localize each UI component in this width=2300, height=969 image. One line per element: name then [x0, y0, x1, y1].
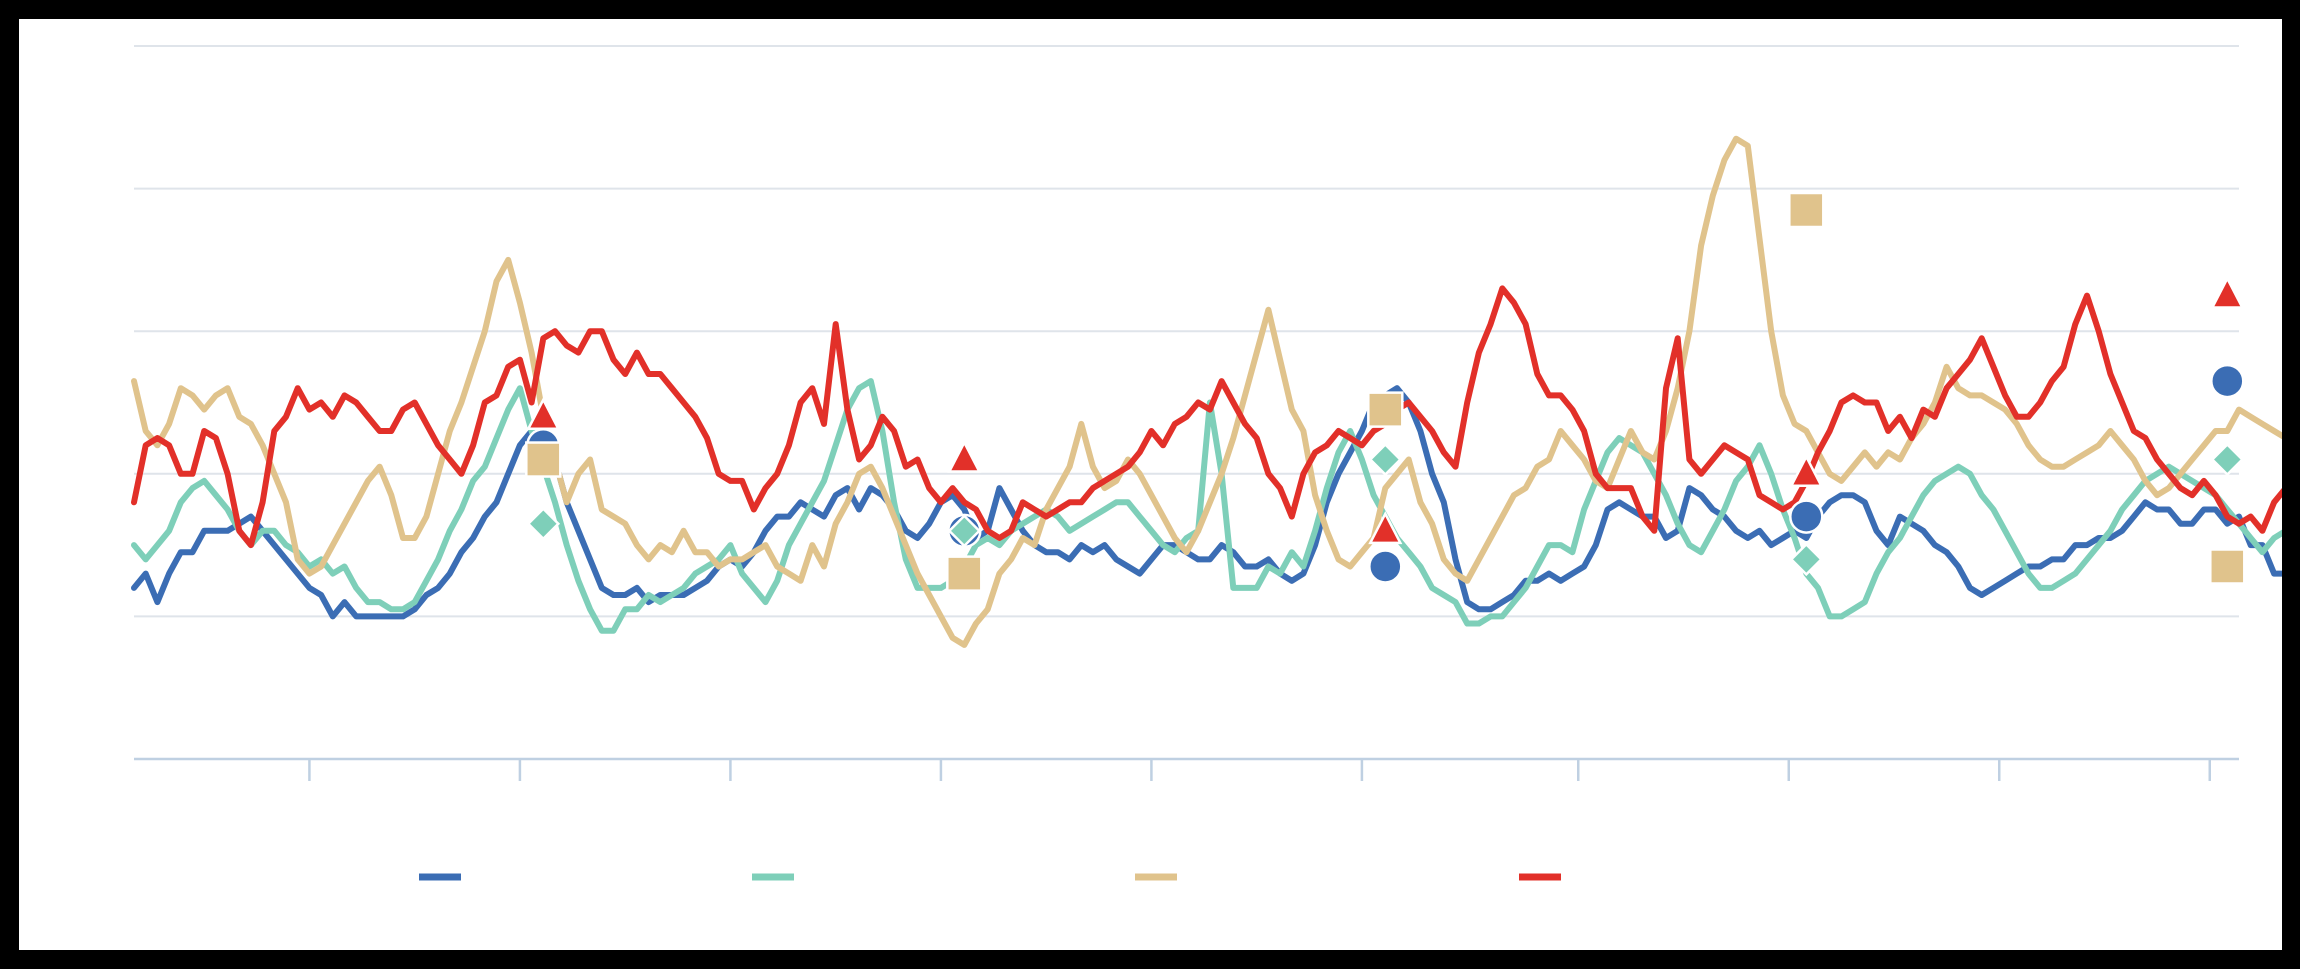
series-lines: [131, 135, 2282, 648]
series-3-marker-4: [1788, 191, 1825, 229]
series-1-marker-4: [1789, 499, 1824, 534]
chart-panel: [19, 19, 2282, 950]
series-4-marker-1: [526, 397, 561, 431]
series-2-marker-2: [947, 514, 982, 548]
series-3-marker-2: [946, 555, 983, 592]
series-3-marker-3: [1367, 391, 1404, 428]
series-3-marker-5: [2209, 548, 2246, 585]
series-2-marker-4: [1789, 542, 1824, 577]
series-2-marker-1: [526, 506, 561, 541]
series-2-marker-5: [2210, 442, 2245, 477]
series-3-marker-1: [525, 441, 562, 478]
series-2-marker-3: [1368, 442, 1403, 477]
series-4-marker-4: [1789, 454, 1824, 488]
series-2-line: [131, 378, 2282, 634]
series-4-line: [131, 285, 2282, 549]
series-4-marker-5: [2210, 275, 2245, 309]
series-4-marker-2: [947, 439, 982, 473]
series-4-marker-3: [1368, 511, 1403, 545]
series-1-marker-5: [2210, 363, 2245, 399]
series-1-marker-3: [1368, 549, 1403, 584]
line-chart: [131, 45, 2282, 881]
series-3-line: [131, 135, 2282, 648]
x-axis: [134, 757, 2239, 781]
series-markers: [525, 191, 2246, 592]
